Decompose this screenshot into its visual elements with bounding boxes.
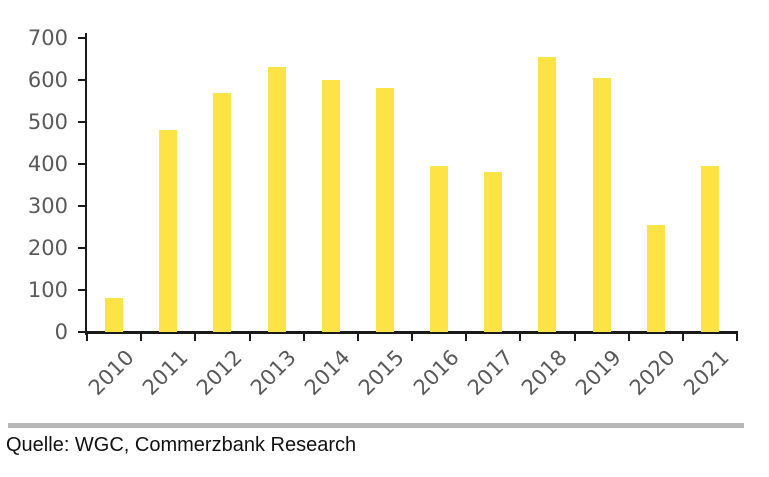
x-axis-tick-mark bbox=[194, 334, 196, 341]
x-axis-tick-mark bbox=[465, 334, 467, 341]
bar-2018 bbox=[538, 56, 556, 332]
x-axis-tick-mark bbox=[86, 334, 88, 341]
y-axis-tick-mark bbox=[78, 163, 87, 165]
y-axis-tick-mark bbox=[78, 79, 87, 81]
source-caption: Quelle: WGC, Commerzbank Research bbox=[6, 434, 357, 456]
x-axis-tick-mark bbox=[140, 334, 142, 341]
x-axis-tick-label: 2017 bbox=[462, 345, 518, 401]
x-axis-tick-label: 2011 bbox=[137, 345, 193, 401]
y-axis-tick-label: 500 bbox=[27, 110, 68, 134]
y-axis-tick-label: 200 bbox=[27, 236, 68, 260]
bar-2016 bbox=[430, 166, 448, 332]
x-axis-tick-label: 2016 bbox=[408, 345, 464, 401]
y-axis-tick-label: 600 bbox=[27, 68, 68, 92]
x-axis-tick-mark bbox=[411, 334, 413, 341]
y-axis-tick-labels: 0 100 200 300 400 500 600 700 bbox=[0, 0, 68, 420]
x-axis-tick-mark bbox=[519, 334, 521, 341]
x-axis-tick-label: 2015 bbox=[354, 345, 410, 401]
x-axis-tick-label: 2010 bbox=[83, 345, 139, 401]
bar-2014 bbox=[322, 80, 340, 332]
y-axis-tick-mark bbox=[78, 289, 87, 291]
x-axis-tick-mark bbox=[357, 334, 359, 341]
bar-chart: 0 100 200 300 400 500 600 700 2010 2011 2012 2013 2… bbox=[0, 0, 738, 420]
y-axis-tick-mark bbox=[78, 121, 87, 123]
x-axis-tick-label: 2012 bbox=[191, 345, 247, 401]
x-axis-tick-mark bbox=[736, 334, 738, 341]
bar-2020 bbox=[647, 224, 665, 332]
x-axis-tick-label: 2018 bbox=[516, 345, 572, 401]
bar-2013 bbox=[268, 67, 286, 332]
x-axis-tick-mark bbox=[303, 334, 305, 341]
y-axis-tick-mark bbox=[78, 331, 87, 333]
x-axis-tick-mark bbox=[574, 334, 576, 341]
x-axis-tick-label: 2019 bbox=[571, 345, 626, 401]
y-axis-tick-mark bbox=[78, 205, 87, 207]
bar-2019 bbox=[593, 77, 611, 332]
x-axis-line bbox=[85, 331, 738, 334]
bar-2021 bbox=[701, 166, 719, 332]
bar-2015 bbox=[376, 88, 394, 332]
bar-2017 bbox=[484, 172, 502, 332]
x-axis-tick-label: 2020 bbox=[625, 345, 681, 401]
x-axis-tick-label: 2013 bbox=[246, 345, 301, 401]
x-axis-tick-mark bbox=[249, 334, 251, 341]
y-axis-line bbox=[85, 33, 87, 335]
bar-2011 bbox=[159, 130, 177, 332]
x-axis-tick-label: 2014 bbox=[300, 345, 356, 401]
y-axis-tick-label: 400 bbox=[27, 152, 68, 176]
x-axis-tick-mark bbox=[628, 334, 630, 341]
y-axis-tick-mark bbox=[78, 37, 87, 39]
footer-separator bbox=[8, 423, 744, 428]
y-axis-tick-label: 700 bbox=[27, 26, 68, 50]
bar-2012 bbox=[213, 92, 231, 332]
x-axis-tick-labels: 2010 2011 2012 2013 2014 2015 2016 2017 2018 2019… bbox=[83, 345, 735, 401]
bar-2010 bbox=[105, 298, 123, 332]
x-axis-tick-label: 2021 bbox=[679, 345, 735, 401]
x-axis-tick-mark bbox=[682, 334, 684, 341]
y-axis-tick-label: 0 bbox=[54, 320, 68, 344]
plot-area bbox=[78, 33, 738, 341]
y-axis-tick-label: 100 bbox=[27, 278, 68, 302]
y-axis-tick-label: 300 bbox=[27, 194, 68, 218]
y-axis-tick-mark bbox=[78, 247, 87, 249]
